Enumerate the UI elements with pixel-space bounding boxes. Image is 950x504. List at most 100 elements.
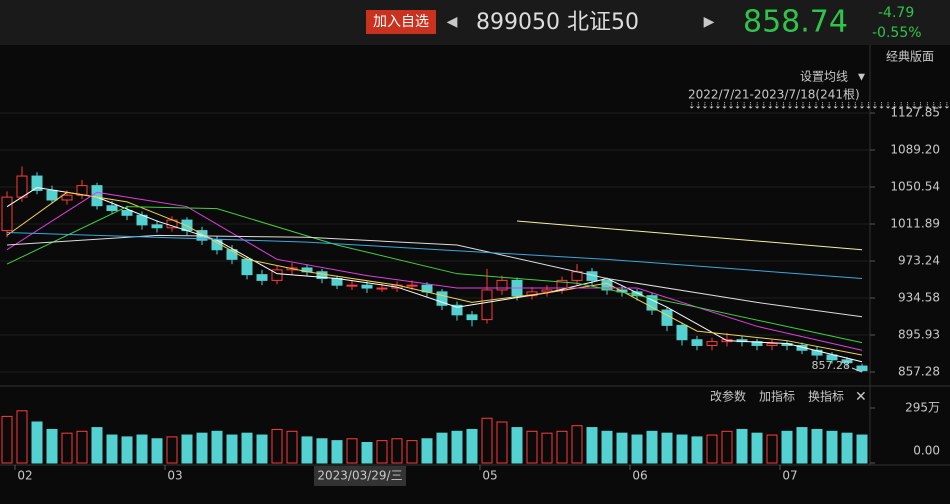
candle-body [436, 291, 448, 306]
candle-body [466, 314, 478, 321]
candle-body [601, 279, 613, 291]
y-tick-label: 934.58 [898, 291, 940, 305]
ma-setting[interactable]: 设置均线 [800, 70, 848, 84]
volume-bar [166, 436, 178, 464]
v-tick-label: 0.00 [913, 444, 940, 458]
y-tick-label: 1127.85 [890, 106, 940, 120]
low-pointer [851, 367, 863, 373]
price: 858.74 [743, 5, 848, 40]
volume-bar [181, 434, 193, 464]
candle-body [826, 354, 838, 361]
volume-bar [196, 432, 208, 464]
volume-bar [361, 441, 373, 464]
candle-body [346, 284, 358, 287]
candle-body [1, 196, 13, 232]
candle-body [361, 284, 373, 289]
y-tick-label: 857.28 [898, 365, 940, 379]
v-tick-label: 295万 [905, 401, 940, 415]
volume-bar [151, 438, 163, 464]
candle-body [706, 341, 718, 346]
volume-bar [91, 427, 103, 464]
candle-body [61, 194, 73, 201]
volume-bar [106, 434, 118, 464]
ma-line [6, 206, 863, 344]
toolbar-button[interactable]: 换指标 [808, 389, 844, 404]
ma-line [6, 234, 863, 318]
volume-bar [676, 434, 688, 464]
dropdown[interactable]: ▼ [858, 73, 865, 83]
add-button[interactable] [366, 10, 436, 34]
y-tick-label: 1050.54 [890, 180, 940, 194]
volume-bar [781, 430, 793, 464]
volume-bar [721, 430, 733, 464]
volume-bar [136, 434, 148, 464]
volume-bar [271, 428, 283, 464]
volume-bar [241, 432, 253, 464]
layout-toggle[interactable]: 经典版面 [886, 50, 934, 64]
volume-bar [76, 430, 88, 464]
candle-body [376, 287, 388, 290]
ma-line [6, 191, 863, 351]
volume-bar [841, 432, 853, 464]
volume-bar [856, 434, 868, 464]
x-tick-label: 05 [482, 469, 497, 483]
range-label: 2022/7/21-2023/7/18(241根) [688, 88, 860, 102]
volume-bar [436, 432, 448, 464]
ma-line [6, 191, 863, 356]
y-tick-label: 1011.89 [890, 217, 940, 231]
volume-bar [796, 427, 808, 464]
ma-line [516, 220, 863, 251]
prev-arrow[interactable]: ◀ [447, 14, 458, 30]
candle-body [796, 344, 808, 351]
toolbar-button[interactable]: 改参数 [710, 389, 746, 404]
candle-body [766, 343, 778, 346]
ma-line [6, 187, 863, 363]
volume-bar [256, 434, 268, 464]
next-arrow[interactable]: ▶ [704, 14, 715, 30]
volume-bar [406, 440, 418, 464]
volume-bar [1, 415, 13, 464]
change-pct: -0.55% [872, 25, 922, 41]
volume-bar [736, 428, 748, 464]
volume-bar [571, 425, 583, 464]
y-tick-label: 895.93 [898, 328, 940, 342]
candle-body [406, 284, 418, 287]
volume-bar [556, 430, 568, 464]
volume-bar [421, 438, 433, 464]
volume-bar [706, 434, 718, 464]
code-name: 899050 北证50 [476, 10, 639, 35]
toolbar-button[interactable]: 加指标 [759, 389, 795, 404]
volume-bar [751, 432, 763, 464]
volume-bar [586, 427, 598, 464]
volume-bar [601, 430, 613, 464]
candle-body [16, 175, 28, 198]
candle-body [841, 359, 853, 364]
volume-bar [16, 410, 28, 464]
volume-bar [661, 432, 673, 464]
close-button[interactable]: ✕ [855, 389, 867, 405]
volume-bar [511, 427, 523, 464]
candle-body [121, 210, 133, 216]
add-button-label[interactable]: 加入自选 [373, 14, 429, 30]
candle-body [661, 309, 673, 326]
candle-body [46, 189, 58, 201]
volume-bar [631, 434, 643, 464]
candle-body [496, 279, 508, 291]
candle-body [106, 205, 118, 212]
volume-bar [346, 438, 358, 464]
volume-bar [451, 430, 463, 464]
volume-bar [301, 436, 313, 464]
range-markers: ⇣⇣⇣⇣⇣⇣⇣⇣⇣⇣⇣⇣⇣⇣⇣⇣⇣⇣⇣⇣⇣⇣⇣⇣⇣⇣⇣⇣⇣⇣⇣⇣⇣⇣⇣⇣⇣⇣⇣⇣… [688, 102, 950, 112]
y-tick-label: 973.24 [898, 254, 940, 268]
volume-bar [481, 417, 493, 464]
volume-bar [376, 440, 388, 464]
volume-bar [46, 428, 58, 464]
candle-body [241, 258, 253, 276]
candle-body [691, 339, 703, 346]
candle-body [226, 249, 238, 260]
low-label: 857.28 [812, 359, 851, 372]
candle-body [541, 289, 553, 293]
y-tick-label: 1089.20 [890, 143, 940, 157]
candle-body [676, 324, 688, 341]
